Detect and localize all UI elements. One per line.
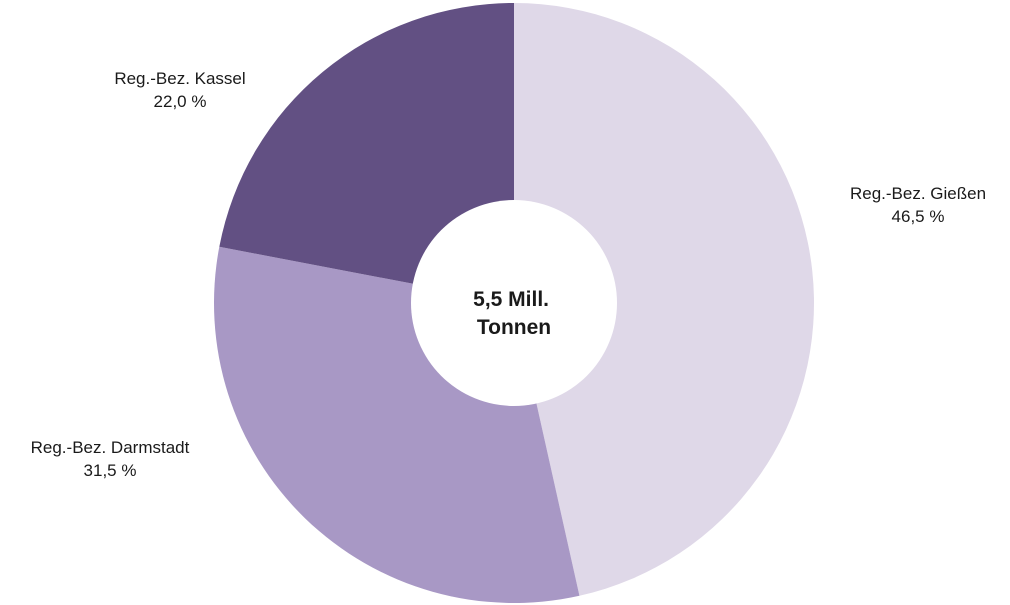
donut-hole [411, 200, 617, 406]
slice-label: Reg.-Bez. Gießen 46,5 % [850, 184, 986, 226]
slice-labels-group: Reg.-Bez. Gießen 46,5 % Reg.-Bez. Darmstad… [31, 69, 986, 480]
center-label-line-2: Tonnen [477, 316, 551, 339]
slice-label: Reg.-Bez. Darmstadt 31,5 % [31, 438, 190, 480]
center-label: 5,5 Mill. Tonnen [473, 288, 555, 339]
slice-label-name: Reg.-Bez. Darmstadt [31, 438, 190, 457]
center-label-line-1: 5,5 Mill. [473, 288, 549, 311]
slice-label-value: 46,5 % [892, 207, 945, 226]
slice-label-name: Reg.-Bez. Kassel [114, 69, 245, 88]
pie-slice [514, 3, 815, 596]
slice-label-value: 31,5 % [84, 461, 137, 480]
slice-label: Reg.-Bez. Kassel 22,0 % [114, 69, 245, 111]
slice-label-name: Reg.-Bez. Gießen [850, 184, 986, 203]
slice-label-value: 22,0 % [154, 92, 207, 111]
pie-slice [219, 3, 514, 303]
